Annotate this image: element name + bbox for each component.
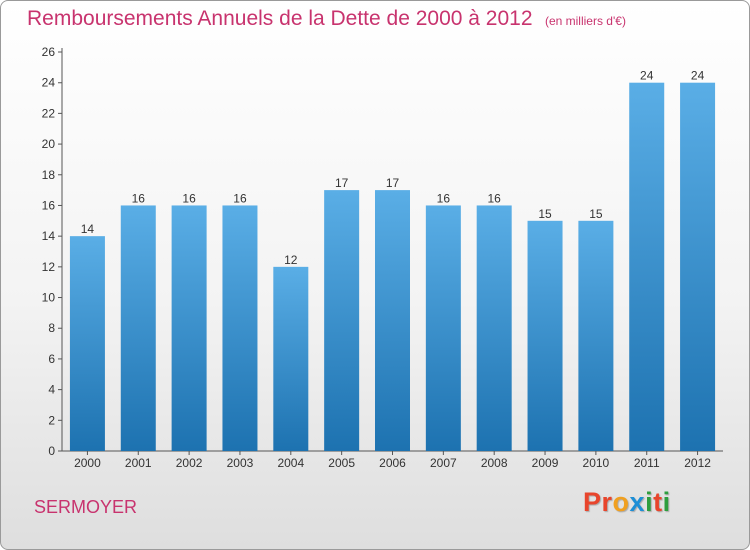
bar <box>680 82 716 451</box>
y-tick-label: 4 <box>48 383 55 397</box>
bar <box>629 82 665 451</box>
x-tick-label: 2011 <box>634 456 660 470</box>
x-tick-label: 2005 <box>328 456 355 470</box>
bar <box>69 236 105 451</box>
bar <box>120 205 156 451</box>
logo-letter: t <box>653 487 663 517</box>
y-tick-label: 24 <box>42 76 56 90</box>
x-tick-label: 2007 <box>430 456 457 470</box>
x-tick-label: 2008 <box>481 456 508 470</box>
bar <box>324 190 360 451</box>
data-label: 16 <box>437 191 451 205</box>
unit-text: (en milliers d'€) <box>544 14 626 28</box>
title-text: Remboursements Annuels de la Dette de 20… <box>27 7 533 30</box>
logo-letter: i <box>662 487 671 517</box>
data-label: 16 <box>182 191 196 205</box>
x-tick-label: 2004 <box>277 456 304 470</box>
x-tick-label: 2003 <box>227 456 254 470</box>
x-tick-label: 2012 <box>684 456 711 470</box>
y-tick-label: 0 <box>48 444 55 458</box>
data-label: 24 <box>691 69 705 83</box>
data-label: 15 <box>538 207 552 221</box>
y-tick-label: 2 <box>48 413 55 427</box>
data-label: 17 <box>386 176 400 190</box>
y-tick-label: 8 <box>48 321 55 335</box>
x-tick-label: 2009 <box>532 456 559 470</box>
data-label: 14 <box>81 222 95 236</box>
y-tick-label: 16 <box>42 198 56 212</box>
bar <box>171 205 207 451</box>
data-label: 15 <box>589 207 603 221</box>
proxiti-logo: Proxiti <box>583 487 671 518</box>
y-tick-label: 10 <box>42 291 56 305</box>
logo-letter: P <box>583 487 602 517</box>
bar <box>578 220 614 451</box>
bar <box>527 220 563 451</box>
city-name: SERMOYER <box>34 497 138 517</box>
x-tick-label: 2000 <box>74 456 101 470</box>
y-tick-label: 18 <box>42 168 56 182</box>
bar <box>476 205 512 451</box>
y-tick-label: 12 <box>42 260 56 274</box>
bar <box>222 205 258 451</box>
logo-letter: i <box>645 487 654 517</box>
bar <box>273 266 309 451</box>
y-tick-label: 14 <box>42 229 56 243</box>
x-tick-label: 2002 <box>176 456 203 470</box>
logo-letter: r <box>601 487 613 517</box>
data-label: 16 <box>488 191 502 205</box>
data-label: 16 <box>233 191 247 205</box>
bar <box>425 205 461 451</box>
data-label: 17 <box>335 176 349 190</box>
data-label: 16 <box>132 191 146 205</box>
chart-title: Remboursements Annuels de la Dette de 20… <box>27 7 626 31</box>
y-tick-label: 6 <box>48 352 55 366</box>
y-tick-label: 22 <box>42 106 56 120</box>
x-tick-label: 2001 <box>125 456 152 470</box>
bar <box>375 190 410 451</box>
x-tick-label: 2010 <box>583 456 610 470</box>
y-tick-label: 26 <box>42 45 56 59</box>
logo-letter: o <box>612 487 630 517</box>
y-tick-label: 20 <box>42 137 56 151</box>
data-label: 12 <box>284 253 298 267</box>
data-label: 24 <box>640 69 654 83</box>
x-tick-label: 2006 <box>379 456 406 470</box>
logo-letter: x <box>629 487 646 517</box>
